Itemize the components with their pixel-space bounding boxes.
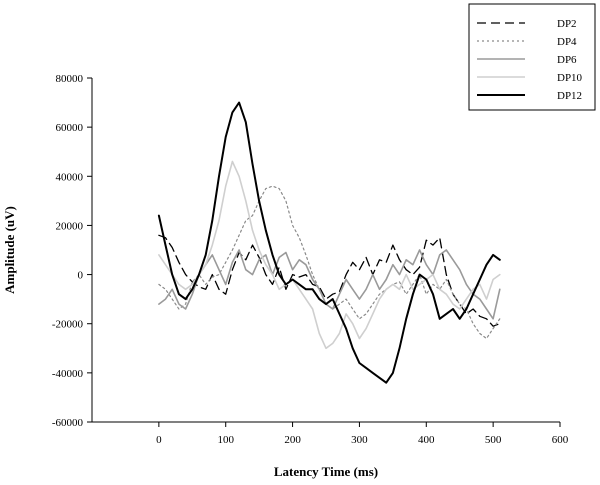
x-tick-label: 0: [156, 434, 162, 446]
series-line-dp12: [157, 101, 501, 384]
x-tick-label: 600: [552, 434, 569, 446]
y-axis: 80000 60000 40000 20000 0 -20000 -40000 -60000: [52, 73, 93, 429]
y-tick-label: 60000: [56, 122, 84, 134]
legend-entries: DP2 DP4 DP6 DP10 DP12: [477, 18, 583, 102]
x-tick-label: 300: [351, 434, 368, 446]
x-tick-label: 400: [418, 434, 435, 446]
legend-label: DP4: [557, 36, 577, 48]
series-line-dp2: [158, 234, 501, 327]
y-ticks: 80000 60000 40000 20000 0 -20000 -40000 -60000: [52, 73, 92, 429]
legend-label: DP6: [557, 54, 577, 66]
legend-label: DP2: [557, 18, 577, 30]
series-group: [157, 101, 501, 384]
x-tick-label: 200: [284, 434, 301, 446]
x-tick-label: 500: [485, 434, 502, 446]
x-ticks: 0 100 200 300 400 500 600: [156, 422, 569, 446]
y-axis-title: Amplitude (uV): [2, 206, 17, 294]
y-tick-label: -40000: [52, 368, 84, 380]
series-line-dp10: [158, 160, 501, 350]
legend-box: [468, 3, 596, 111]
x-tick-label: 100: [217, 434, 234, 446]
y-tick-label: 20000: [56, 220, 84, 232]
y-tick-label: 40000: [56, 171, 84, 183]
series-line-dp6: [158, 249, 501, 320]
y-tick-label: -60000: [52, 417, 84, 429]
y-tick-label: -20000: [52, 319, 84, 331]
y-tick-label: 80000: [56, 73, 84, 85]
legend-label: DP12: [557, 90, 582, 102]
legend: DP2 DP4 DP6 DP10 DP12: [468, 3, 596, 111]
x-axis-title: Latency Time (ms): [274, 464, 378, 479]
legend-label: DP10: [557, 72, 583, 84]
y-tick-label: 0: [78, 270, 84, 282]
series-line-dp4: [158, 185, 501, 340]
x-axis: 0 100 200 300 400 500 600: [92, 421, 569, 446]
